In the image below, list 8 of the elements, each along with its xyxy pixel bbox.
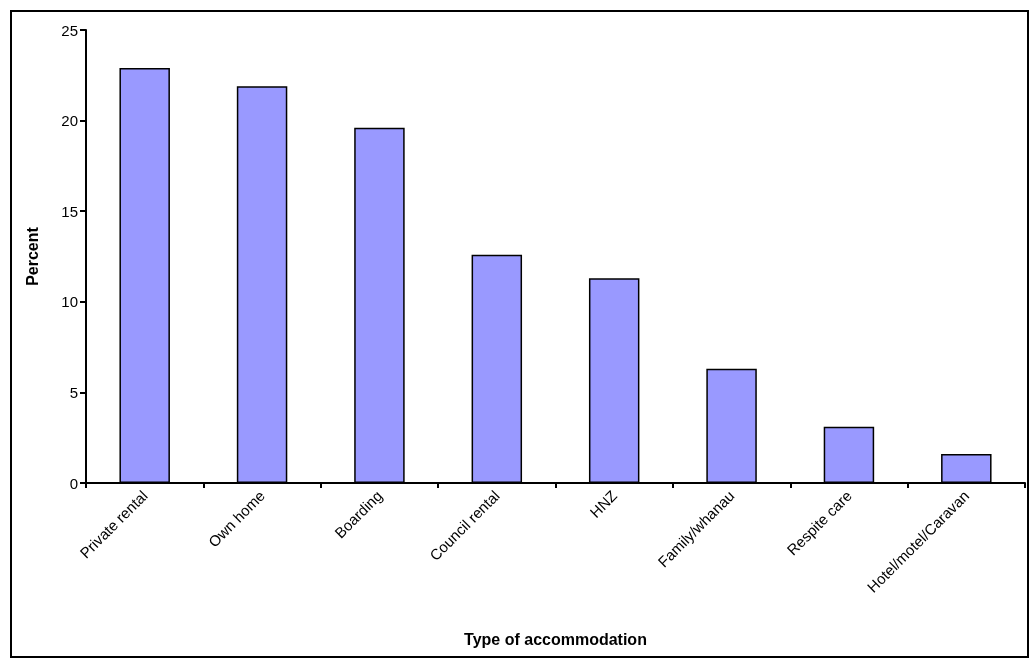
x-axis-title: Type of accommodation bbox=[464, 630, 647, 648]
y-tick-label: 15 bbox=[61, 202, 78, 220]
y-tick-label: 20 bbox=[61, 112, 78, 130]
y-axis-title: Percent bbox=[23, 226, 41, 286]
y-tick-label: 5 bbox=[69, 383, 78, 401]
y-tick-label: 0 bbox=[69, 474, 78, 492]
y-tick-label: 10 bbox=[61, 293, 78, 311]
y-tick-label: 25 bbox=[61, 21, 78, 39]
